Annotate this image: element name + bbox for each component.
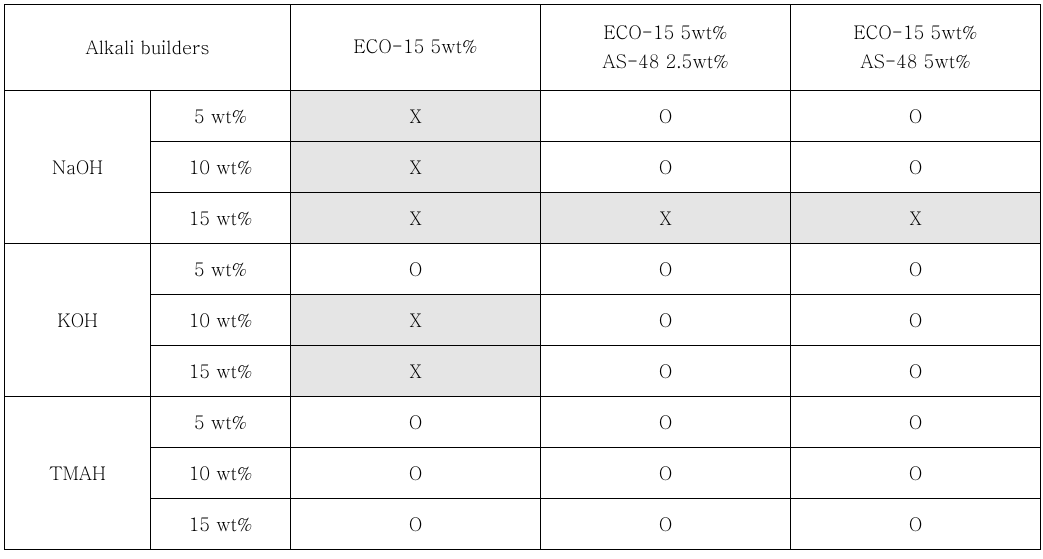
table-row: 15 wt%OOO: [5, 499, 1041, 550]
concentration-cell: 5 wt%: [151, 397, 291, 448]
result-cell: X: [291, 91, 541, 142]
result-cell: O: [791, 448, 1041, 499]
result-cell: X: [291, 193, 541, 244]
result-cell: O: [791, 91, 1041, 142]
table-row: 15 wt%XOO: [5, 346, 1041, 397]
table-row: 15 wt%XXX: [5, 193, 1041, 244]
builder-cell: TMAH: [5, 397, 151, 550]
header-col3-line2: AS-48 5wt%: [860, 49, 970, 74]
concentration-cell: 15 wt%: [151, 193, 291, 244]
concentration-cell: 5 wt%: [151, 91, 291, 142]
result-cell: O: [541, 346, 791, 397]
table-row: NaOH5 wt%XOO: [5, 91, 1041, 142]
header-col3: ECO-15 5wt% AS-48 5wt%: [791, 5, 1041, 91]
concentration-cell: 10 wt%: [151, 295, 291, 346]
concentration-cell: 15 wt%: [151, 346, 291, 397]
result-cell: O: [791, 244, 1041, 295]
result-cell: X: [541, 193, 791, 244]
builder-cell: KOH: [5, 244, 151, 397]
result-cell: O: [541, 448, 791, 499]
result-cell: O: [791, 142, 1041, 193]
result-cell: O: [791, 499, 1041, 550]
result-cell: O: [791, 346, 1041, 397]
concentration-cell: 10 wt%: [151, 448, 291, 499]
result-cell: O: [791, 397, 1041, 448]
concentration-cell: 5 wt%: [151, 244, 291, 295]
table-row: 10 wt%OOO: [5, 448, 1041, 499]
table-row: 10 wt%XOO: [5, 142, 1041, 193]
result-cell: O: [541, 244, 791, 295]
table-row: 10 wt%XOO: [5, 295, 1041, 346]
result-cell: O: [541, 397, 791, 448]
result-cell: O: [291, 448, 541, 499]
header-col2: ECO-15 5wt% AS-48 2.5wt%: [541, 5, 791, 91]
header-col1-line1: ECO-15 5wt%: [354, 34, 478, 59]
result-cell: X: [291, 346, 541, 397]
result-cell: O: [541, 91, 791, 142]
result-cell: O: [291, 499, 541, 550]
header-col3-line1: ECO-15 5wt%: [854, 20, 978, 45]
header-col2-line1: ECO-15 5wt%: [604, 20, 728, 45]
builder-cell: NaOH: [5, 91, 151, 244]
header-alkali-builders: Alkali builders: [5, 5, 291, 91]
result-cell: O: [541, 295, 791, 346]
result-cell: O: [541, 142, 791, 193]
table-header-row: Alkali builders ECO-15 5wt% ECO-15 5wt% …: [5, 5, 1041, 91]
result-cell: X: [291, 295, 541, 346]
result-cell: O: [291, 244, 541, 295]
table-row: TMAH5 wt%OOO: [5, 397, 1041, 448]
header-col2-line2: AS-48 2.5wt%: [602, 49, 728, 74]
header-col1: ECO-15 5wt%: [291, 5, 541, 91]
table-body: NaOH5 wt%XOO10 wt%XOO15 wt%XXXKOH5 wt%OO…: [5, 91, 1041, 550]
compatibility-table: Alkali builders ECO-15 5wt% ECO-15 5wt% …: [4, 4, 1041, 550]
result-cell: O: [291, 397, 541, 448]
table-row: KOH5 wt%OOO: [5, 244, 1041, 295]
result-cell: O: [541, 499, 791, 550]
result-cell: X: [291, 142, 541, 193]
result-cell: X: [791, 193, 1041, 244]
concentration-cell: 10 wt%: [151, 142, 291, 193]
concentration-cell: 15 wt%: [151, 499, 291, 550]
result-cell: O: [791, 295, 1041, 346]
